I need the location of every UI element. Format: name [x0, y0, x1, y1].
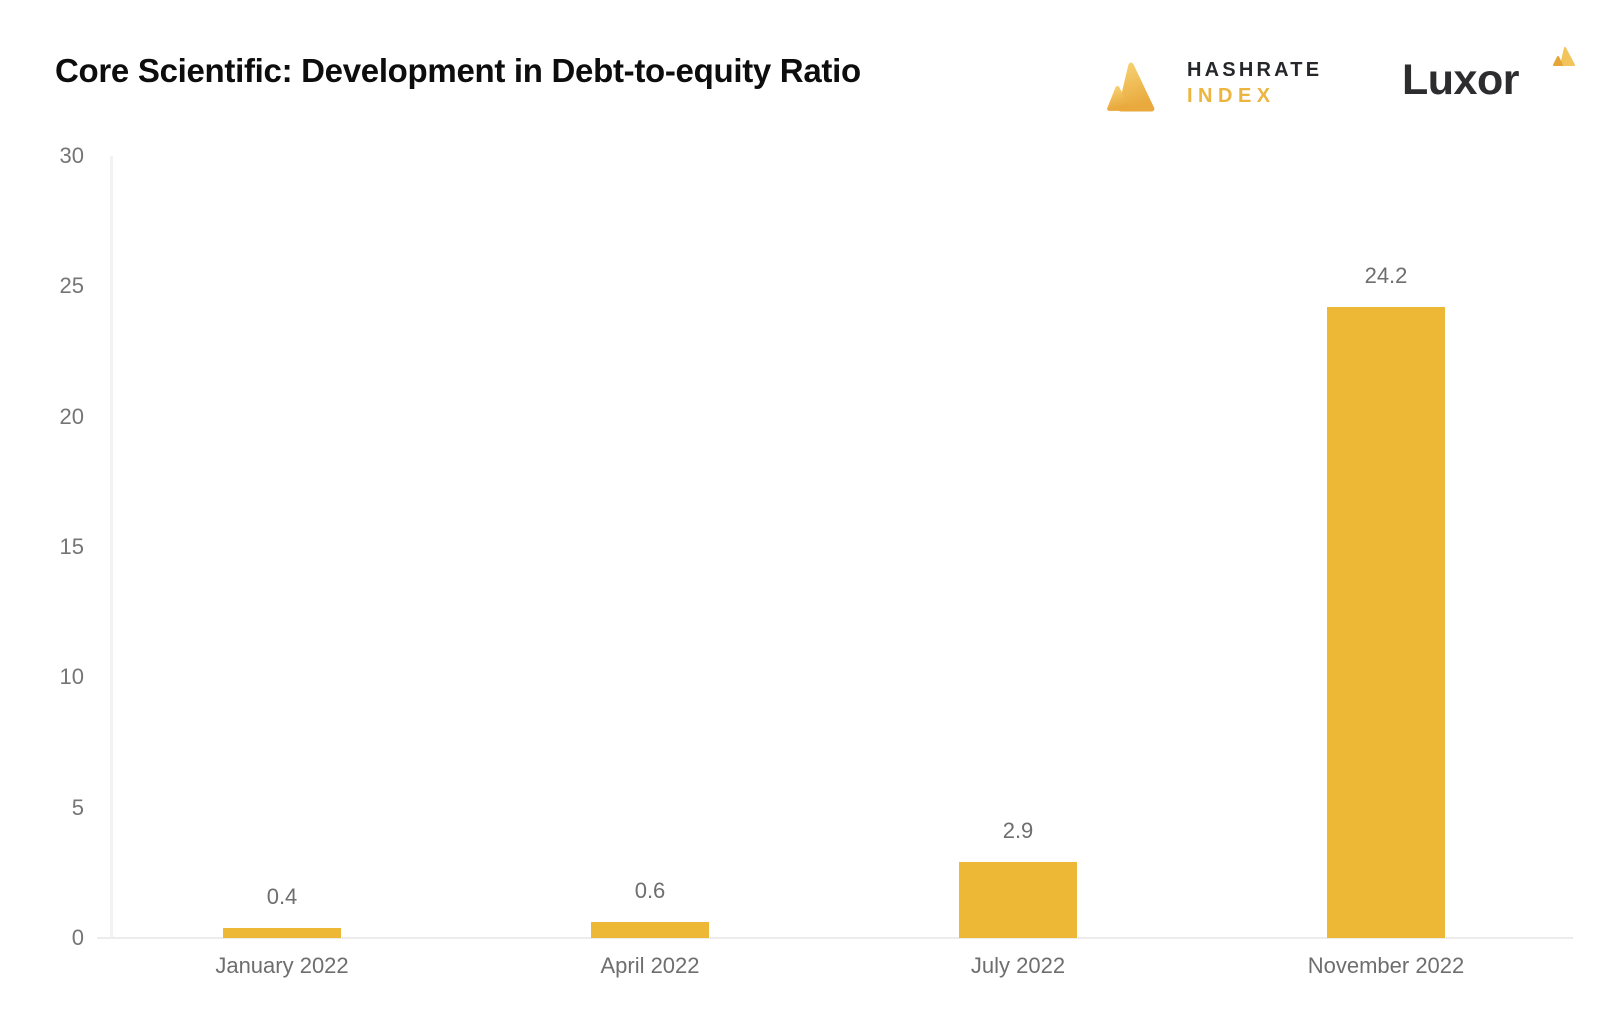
x-axis-label: January 2022: [215, 953, 349, 978]
index-label: INDEX: [1187, 85, 1276, 107]
x-axis-line: [97, 937, 1573, 939]
y-tick-label: 5: [71, 794, 84, 820]
y-axis-line: [110, 156, 113, 938]
bar-april-2022[interactable]: [591, 922, 709, 938]
bar-november-2022[interactable]: [1327, 307, 1445, 938]
y-tick-label: 10: [59, 664, 84, 690]
x-axis-label: July 2022: [970, 953, 1066, 978]
luxor-logo-text: Luxor: [1402, 56, 1519, 104]
bar-value-label: 24.2: [1364, 263, 1408, 288]
x-axis-label: April 2022: [600, 953, 700, 978]
y-tick-label: 20: [59, 403, 84, 429]
y-tick-label: 0: [71, 925, 84, 950]
hashrate-index-logo-icon: [1106, 61, 1156, 118]
bar-value-label: 0.6: [634, 878, 666, 903]
luxor-logo-mark-icon: [1550, 46, 1576, 73]
bar-value-label: 0.4: [266, 884, 298, 909]
hashrate-index-logo-text: HASHRATE INDEX: [1187, 60, 1322, 106]
y-tick-label: 30: [59, 143, 84, 168]
bar-value-label: 2.9: [1002, 818, 1034, 843]
bar-january-2022[interactable]: [223, 928, 341, 938]
bar-july-2022[interactable]: [959, 862, 1077, 938]
page-title: Core Scientific: Development in Debt-to-…: [55, 52, 861, 89]
y-tick-label: 15: [59, 534, 84, 559]
x-axis-label: November 2022: [1307, 953, 1465, 978]
hashrate-label: HASHRATE: [1187, 59, 1323, 81]
y-tick-label: 25: [59, 273, 84, 299]
